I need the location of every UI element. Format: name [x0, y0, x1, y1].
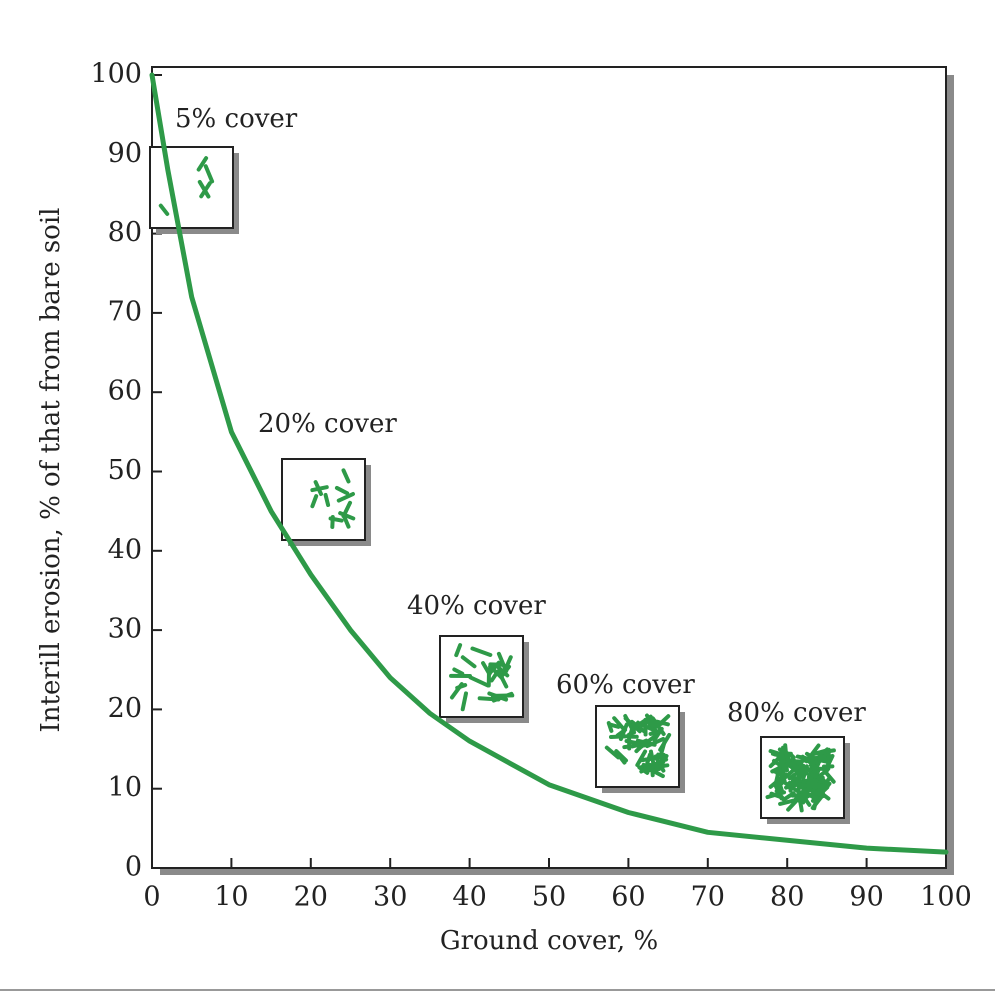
x-tick-label: 10 — [214, 882, 248, 913]
residue-stick — [326, 495, 329, 505]
residue-stick — [657, 722, 668, 725]
annotation: 80% cover — [727, 698, 866, 728]
y-tick-label: 80 — [108, 217, 142, 248]
x-tick-label: 40 — [452, 882, 486, 913]
x-tick-label: 100 — [920, 882, 972, 913]
page: {"chart_data": {"type": "line", "x_label… — [0, 0, 995, 993]
x-tick-label: 60 — [611, 882, 645, 913]
cover-box — [150, 147, 239, 234]
x-tick-label: 80 — [770, 882, 804, 913]
y-tick-label: 60 — [108, 376, 142, 407]
y-tick-label: 30 — [108, 614, 142, 645]
residue-stick — [794, 764, 797, 772]
y-tick-label: 90 — [108, 138, 142, 169]
y-tick-label: 100 — [90, 59, 142, 90]
residue-stick — [828, 751, 829, 767]
x-tick-label: 50 — [532, 882, 566, 913]
box — [150, 147, 233, 228]
x-tick-label: 0 — [143, 882, 160, 913]
y-tick-label: 20 — [108, 693, 142, 724]
residue-stick — [480, 698, 499, 699]
residue-stick — [457, 685, 465, 688]
residue-stick — [609, 723, 612, 731]
y-tick-label: 70 — [108, 296, 142, 327]
residue-stick — [647, 754, 650, 763]
residue-stick — [808, 781, 817, 783]
cover-box — [282, 459, 371, 546]
y-tick-label: 50 — [108, 455, 142, 486]
annotation: 5% cover — [175, 104, 298, 134]
annotation: 20% cover — [258, 409, 397, 439]
x-axis-title: Ground cover, % — [440, 926, 658, 956]
x-tick-label: 20 — [294, 882, 328, 913]
y-axis-title: Interill erosion, % of that from bare so… — [36, 208, 66, 733]
y-tick-label: 10 — [108, 772, 142, 803]
y-tick-label: 40 — [108, 534, 142, 565]
cover-box — [761, 737, 850, 824]
chart: Ground cover, % Interill erosion, % of t… — [0, 0, 995, 993]
y-tick-label: 0 — [125, 852, 142, 883]
x-tick-label: 90 — [849, 882, 883, 913]
residue-stick — [818, 750, 834, 752]
cover-box — [440, 636, 529, 723]
cover-box — [596, 706, 685, 793]
annotation: 60% cover — [556, 670, 695, 700]
box — [282, 459, 365, 540]
residue-stick — [656, 765, 667, 767]
residue-stick — [812, 760, 814, 771]
x-tick-label: 30 — [373, 882, 407, 913]
residue-stick — [800, 785, 819, 787]
annotation: 40% cover — [407, 591, 546, 621]
x-tick-label: 70 — [691, 882, 725, 913]
